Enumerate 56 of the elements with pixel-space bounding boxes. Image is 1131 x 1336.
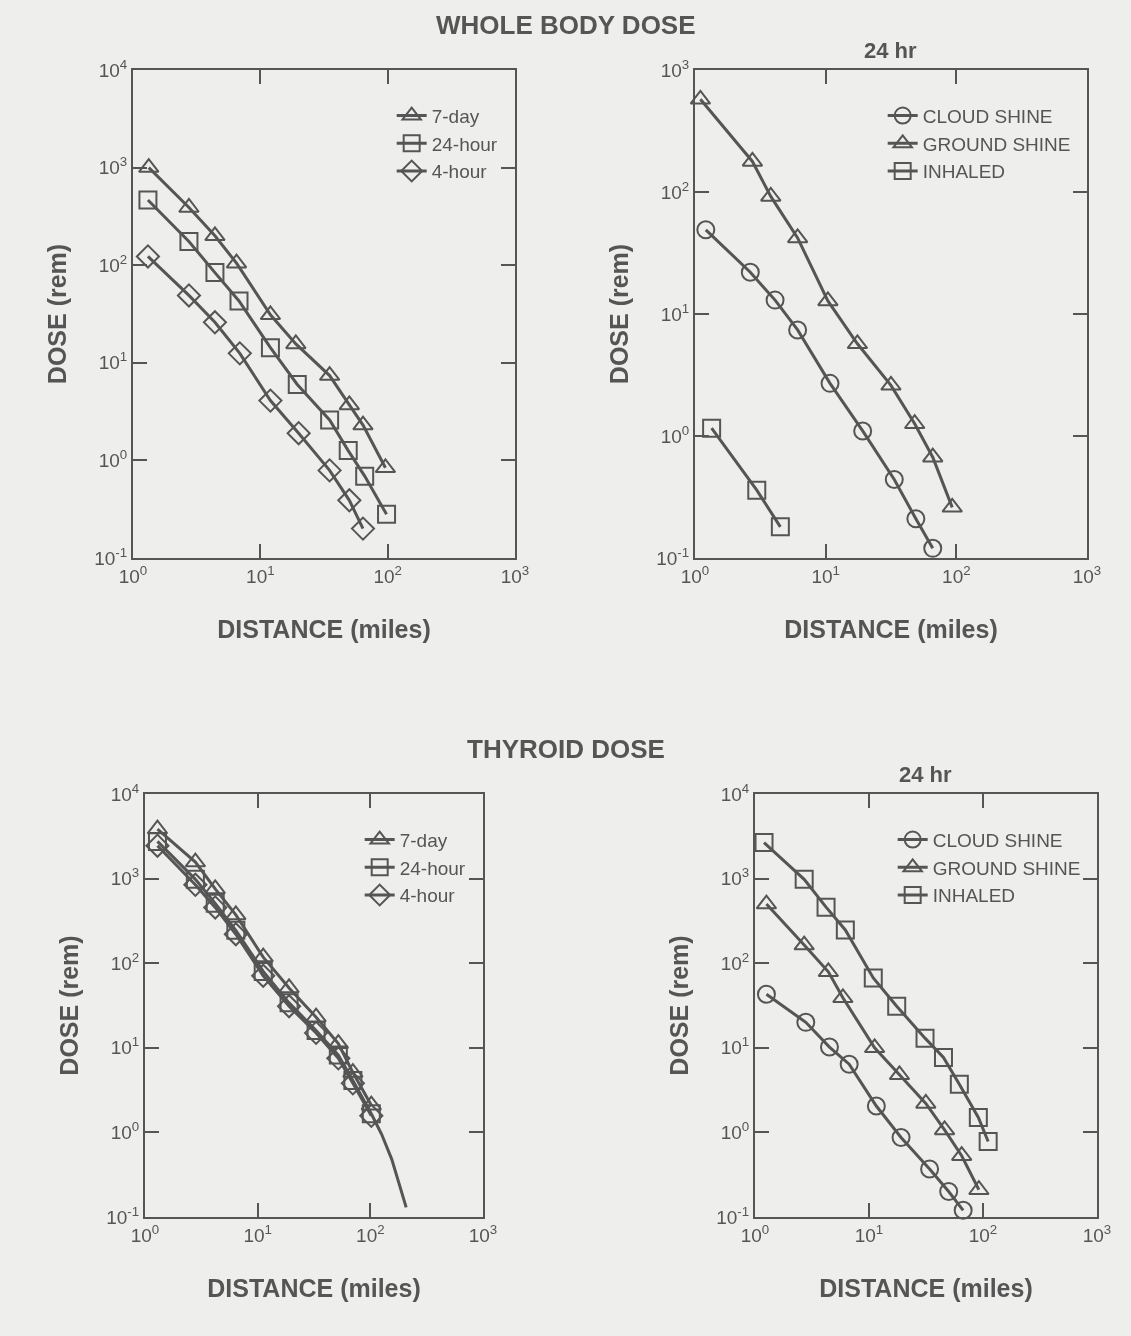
legend-label: GROUND SHINE [932, 857, 1081, 879]
x-axis-title: DISTANCE (miles) [217, 615, 431, 644]
y-tick-label: 10$^{0}$ [98, 447, 128, 472]
y-tick-label: 10$^{4}$ [110, 780, 140, 805]
y-tick-label: 10$^{1}$ [98, 349, 128, 374]
x-tick-label: 10$^{3}$ [500, 562, 530, 587]
y-tick-label: 10$^{3}$ [110, 865, 140, 890]
y-tick-label: 10$^{0}$ [660, 422, 690, 447]
y-tick-label: 10$^{-1}$ [94, 544, 128, 569]
legend-label: 24-hour [431, 133, 498, 155]
x-tick-label: 10$^{1}$ [246, 562, 275, 587]
y-axis-title: DOSE (rem) [665, 935, 694, 1076]
legend-label: 4-hour [399, 885, 456, 907]
chart-title: WHOLE BODY DOSE [436, 10, 696, 40]
x-axis-title: DISTANCE (miles) [784, 615, 998, 644]
x-tick-label: 10$^{3}$ [468, 1221, 498, 1246]
x-tick-label: 10$^{2}$ [968, 1221, 998, 1246]
x-tick-label: 10$^{1}$ [243, 1221, 272, 1246]
y-tick-label: 10$^{0}$ [110, 1119, 140, 1144]
x-tick-label: 10$^{2}$ [942, 562, 971, 587]
x-tick-label: 10$^{1}$ [854, 1221, 884, 1246]
y-tick-label: 10$^{2}$ [660, 178, 690, 203]
x-tick-label: 10$^{2}$ [373, 562, 402, 587]
y-tick-label: 10$^{3}$ [98, 154, 128, 179]
y-axis-title: DOSE (rem) [55, 935, 84, 1076]
x-tick-label: 10$^{3}$ [1072, 562, 1102, 587]
x-tick-label: 10$^{2}$ [356, 1221, 385, 1246]
legend-label: 7-day [431, 105, 480, 127]
y-tick-label: 10$^{4}$ [720, 780, 750, 805]
y-tick-label: 10$^{1}$ [660, 300, 690, 325]
x-tick-label: 10$^{1}$ [811, 562, 840, 587]
y-tick-label: 10$^{2}$ [720, 949, 750, 974]
legend-label: INHALED [922, 161, 1006, 183]
y-tick-label: 10$^{3}$ [720, 865, 750, 890]
text: THYROID DOSE [467, 734, 665, 764]
legend-label: INHALED [932, 885, 1016, 907]
legend-label: 7-day [399, 829, 448, 851]
y-tick-label: 10$^{3}$ [660, 56, 690, 81]
x-tick-label: 10$^{3}$ [1082, 1221, 1112, 1246]
y-tick-label: 10$^{1}$ [110, 1034, 140, 1059]
y-tick-label: 10$^{1}$ [720, 1034, 750, 1059]
y-tick-label: 10$^{2}$ [110, 949, 140, 974]
y-axis-title: DOSE (rem) [43, 243, 72, 385]
legend-label: CLOUD SHINE [922, 105, 1053, 127]
legend-label: GROUND SHINE [922, 133, 1071, 155]
legend-label: 4-hour [431, 161, 488, 183]
y-tick-label: 10$^{4}$ [98, 56, 128, 81]
y-tick-label: 10$^{0}$ [720, 1119, 750, 1144]
x-axis-title: DISTANCE (miles) [207, 1274, 421, 1303]
y-tick-label: 10$^{2}$ [98, 251, 128, 276]
x-axis-title: DISTANCE (miles) [819, 1274, 1033, 1303]
chart-title: 24 hr [899, 762, 953, 787]
legend-label: 24-hour [399, 857, 466, 879]
y-axis-title: DOSE (rem) [605, 243, 634, 385]
legend-label: CLOUD SHINE [932, 829, 1063, 851]
chart-title: 24 hr [864, 38, 918, 63]
